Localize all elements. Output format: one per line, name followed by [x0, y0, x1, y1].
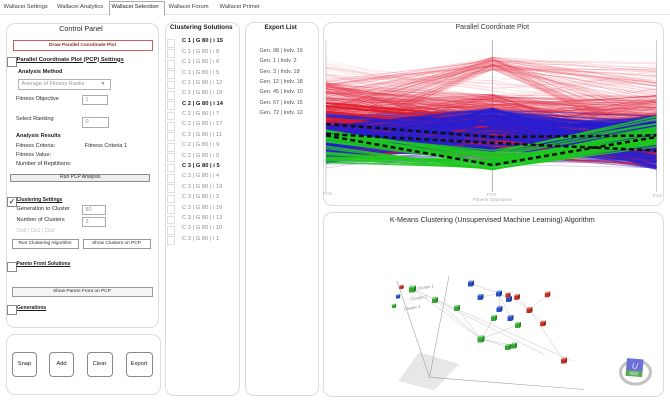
svg-text:U: U: [631, 360, 639, 371]
svg-text:Cluster 3: Cluster 3: [403, 304, 421, 312]
svg-text:Cluster 2: Cluster 2: [410, 294, 428, 302]
svg-text:Cluster 1: Cluster 1: [417, 283, 434, 291]
